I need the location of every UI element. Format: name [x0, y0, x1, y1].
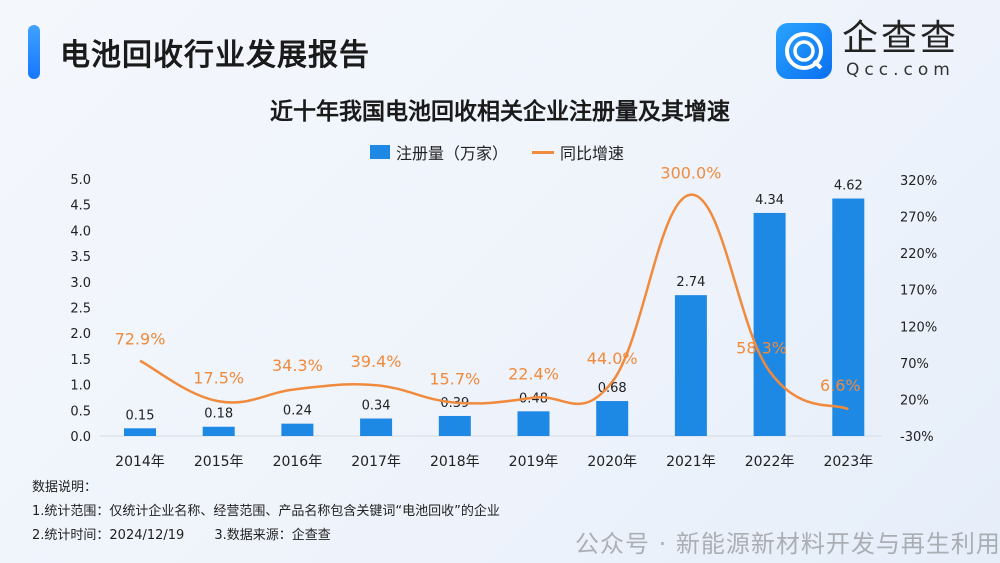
line-value-label: 44.0%	[587, 349, 638, 368]
data-notes: 数据说明： 1.统计范围：仅统计企业名称、经营范围、产品名称包含关键词“电池回收…	[32, 476, 500, 548]
line-value-label: 6.6%	[820, 376, 861, 395]
x-axis-tick: 2021年	[666, 454, 716, 470]
bar-value-label: 0.15	[126, 408, 155, 423]
bar-value-label: 4.62	[834, 179, 863, 194]
line-value-label: 58.3%	[736, 338, 787, 357]
left-axis-tick: 2.0	[70, 327, 91, 342]
bar-value-label: 0.34	[362, 399, 391, 414]
x-axis-tick: 2018年	[430, 454, 480, 470]
bar	[281, 423, 314, 436]
right-axis-tick: 170%	[900, 284, 937, 299]
x-axis-tick: 2016年	[273, 454, 323, 470]
bar	[124, 428, 156, 436]
chart-title: 近十年我国电池回收相关企业注册量及其增速	[270, 99, 730, 125]
right-axis-tick: 120%	[900, 320, 937, 335]
left-axis-tick: 1.0	[70, 379, 91, 394]
bar-value-label: 2.74	[676, 275, 705, 290]
bar	[596, 401, 629, 436]
line-value-label: 34.3%	[272, 356, 323, 375]
x-axis-tick: 2017年	[351, 454, 401, 470]
bar	[674, 295, 707, 436]
line-value-label: 300.0%	[660, 164, 721, 183]
left-axis-tick: 3.5	[70, 250, 91, 265]
legend-line-swatch	[532, 150, 555, 154]
qcc-logo-icon	[776, 23, 832, 79]
right-axis-tick: 20%	[900, 393, 929, 408]
notes-date: 2.统计时间：2024/12/19	[32, 528, 185, 543]
bar-value-label: 4.34	[755, 193, 784, 208]
right-axis-tick: 320%	[900, 174, 937, 189]
bar-value-label: 0.24	[283, 404, 312, 419]
left-axis-tick: 0.0	[70, 430, 91, 445]
left-axis-tick: 3.0	[70, 276, 91, 291]
chart-legend: 注册量（万家） 同比增速	[370, 140, 624, 164]
bar-value-label: 0.68	[598, 381, 627, 396]
notes-heading: 数据说明：	[32, 480, 98, 495]
bar-value-label: 0.18	[204, 407, 233, 422]
right-axis-tick: 270%	[900, 211, 937, 226]
left-axis-tick: 4.0	[70, 224, 91, 239]
left-axis-tick: 0.5	[70, 404, 91, 419]
left-axis-tick: 2.5	[70, 302, 91, 317]
bar	[517, 411, 550, 436]
legend-bar-label: 注册量（万家）	[396, 144, 509, 163]
bar	[202, 426, 235, 436]
right-axis-tick: 70%	[900, 357, 929, 372]
title-accent-bar	[28, 25, 40, 79]
bar	[753, 212, 786, 436]
line-value-label: 15.7%	[429, 370, 480, 389]
logo-text-cn: 企查查	[842, 18, 960, 59]
notes-source: 3.数据来源：企查查	[214, 528, 331, 543]
x-axis-tick: 2014年	[115, 454, 165, 470]
line-value-label: 39.4%	[351, 352, 402, 371]
right-axis-tick: 220%	[900, 247, 937, 262]
x-axis-tick: 2020年	[587, 454, 637, 470]
x-axis-tick: 2019年	[509, 454, 559, 470]
line-value-label: 17.5%	[193, 368, 244, 387]
logo-text-en: Qcc.com	[846, 60, 955, 80]
bar	[438, 415, 471, 436]
growth-rate-line	[139, 193, 849, 411]
left-axis-tick: 1.5	[70, 353, 91, 368]
left-axis-tick: 5.0	[70, 173, 91, 188]
legend-line-label: 同比增速	[560, 144, 625, 163]
notes-scope: 1.统计范围：仅统计企业名称、经营范围、产品名称包含关键词“电池回收”的企业	[32, 504, 500, 519]
left-axis-tick: 4.5	[70, 199, 91, 214]
right-axis-tick: -30%	[900, 430, 934, 445]
line-value-label: 22.4%	[508, 365, 559, 384]
bar	[360, 418, 393, 436]
x-axis-tick: 2015年	[194, 454, 244, 470]
x-axis-tick: 2023年	[823, 454, 873, 470]
report-title: 电池回收行业发展报告	[60, 38, 370, 73]
legend-bar-swatch	[370, 145, 390, 159]
line-value-label: 72.9%	[115, 330, 166, 349]
bar	[832, 198, 865, 436]
watermark: 公众号 · 新能源新材料开发与再生利用	[575, 530, 1000, 558]
x-axis-tick: 2022年	[745, 454, 795, 470]
